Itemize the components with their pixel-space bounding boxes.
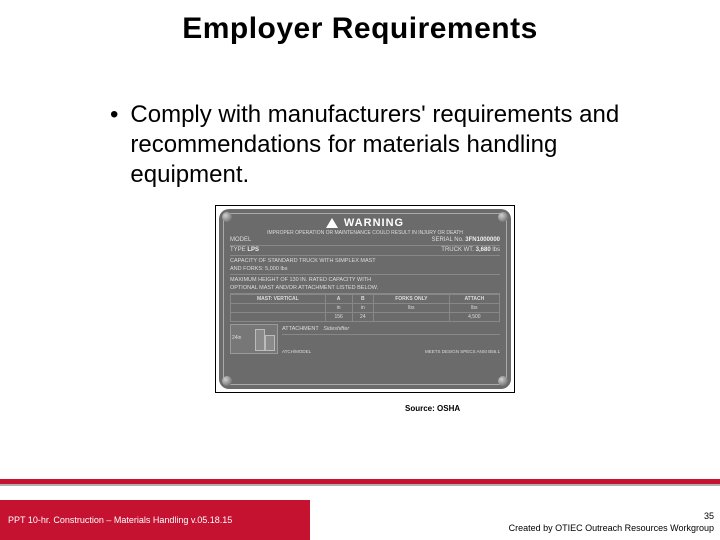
plate-capacity-line: CAPACITY OF STANDARD TRUCK WITH SIMPLEX … (230, 256, 500, 275)
screw-icon (222, 376, 232, 386)
footer-right: 35 Created by OTIEC Outreach Resources W… (509, 510, 714, 534)
plate-attach: ATTACHMENT Sideshifter (282, 324, 500, 335)
plate-footer-left: ATCH/MODEL (282, 349, 311, 354)
plate-table: MAST: VERTICAL A B FORKS ONLY ATTACH in … (230, 294, 500, 322)
screw-icon (498, 212, 508, 222)
warning-row: WARNING (230, 217, 500, 229)
plate-row-model: MODEL SERIAL No. 3FN1000000 (230, 236, 500, 246)
th: MAST: VERTICAL (231, 295, 326, 304)
warning-label: WARNING (344, 217, 404, 229)
table-row: MAST: VERTICAL A B FORKS ONLY ATTACH (231, 295, 500, 304)
td: lbs (374, 304, 450, 313)
dim-label: 24in (232, 335, 241, 341)
bullet-text: Comply with manufacturers' requirements … (130, 100, 650, 190)
td: lbs (449, 304, 499, 313)
td: in (352, 304, 373, 313)
bullet-dot-icon: • (110, 100, 118, 130)
td: 4,500 (449, 313, 499, 322)
td: in (325, 304, 352, 313)
bullet-list: • Comply with manufacturers' requirement… (110, 100, 650, 190)
slide-title: Employer Requirements (0, 12, 720, 46)
slide: Employer Requirements • Comply with manu… (0, 0, 720, 540)
label: MODEL (230, 236, 251, 245)
source-caption: Source: OSHA (405, 404, 460, 413)
divider-red (0, 479, 720, 484)
nameplate-inner: WARNING IMPROPER OPERATION OR MAINTENANC… (223, 213, 507, 385)
divider-grey (0, 484, 720, 486)
plate-footer: ATCH/MODEL MEETS DESIGN SPECS ANSI B56.1 (282, 349, 500, 354)
th: B (352, 295, 373, 304)
th: FORKS ONLY (374, 295, 450, 304)
footer-left: PPT 10-hr. Construction – Materials Hand… (0, 500, 310, 540)
td: 156 (325, 313, 352, 322)
td (231, 304, 326, 313)
plate-bottom-right: ATTACHMENT Sideshifter ATCH/MODEL MEETS … (282, 324, 500, 354)
warning-triangle-icon (326, 218, 338, 228)
plate-diagram: 24in (230, 324, 278, 354)
plate-bottom: 24in ATTACHMENT Sideshifter ATCH/MODEL M… (230, 324, 500, 354)
th: A (325, 295, 352, 304)
table-row: in in lbs lbs (231, 304, 500, 313)
screw-icon (222, 212, 232, 222)
plate-footer-right: MEETS DESIGN SPECS ANSI B56.1 (425, 349, 500, 354)
footer-credit: Created by OTIEC Outreach Resources Work… (509, 523, 714, 533)
label: SERIAL No. 3FN1000000 (432, 236, 501, 245)
label: TRUCK WT. 3,680 lbs (441, 246, 500, 255)
nameplate-image: WARNING IMPROPER OPERATION OR MAINTENANC… (215, 205, 515, 393)
td (374, 313, 450, 322)
td: 24 (352, 313, 373, 322)
bullet-item: • Comply with manufacturers' requirement… (110, 100, 650, 190)
plate-row-type: TYPE LPS TRUCK WT. 3,680 lbs (230, 246, 500, 256)
table-row: 156 24 4,500 (231, 313, 500, 322)
plate-midtext: MAXIMUM HEIGHT OF 130 IN. RATED CAPACITY… (230, 275, 500, 294)
label: TYPE LPS (230, 246, 259, 255)
nameplate: WARNING IMPROPER OPERATION OR MAINTENANC… (219, 209, 511, 389)
td (231, 313, 326, 322)
th: ATTACH (449, 295, 499, 304)
page-number: 35 (509, 510, 714, 522)
screw-icon (498, 376, 508, 386)
